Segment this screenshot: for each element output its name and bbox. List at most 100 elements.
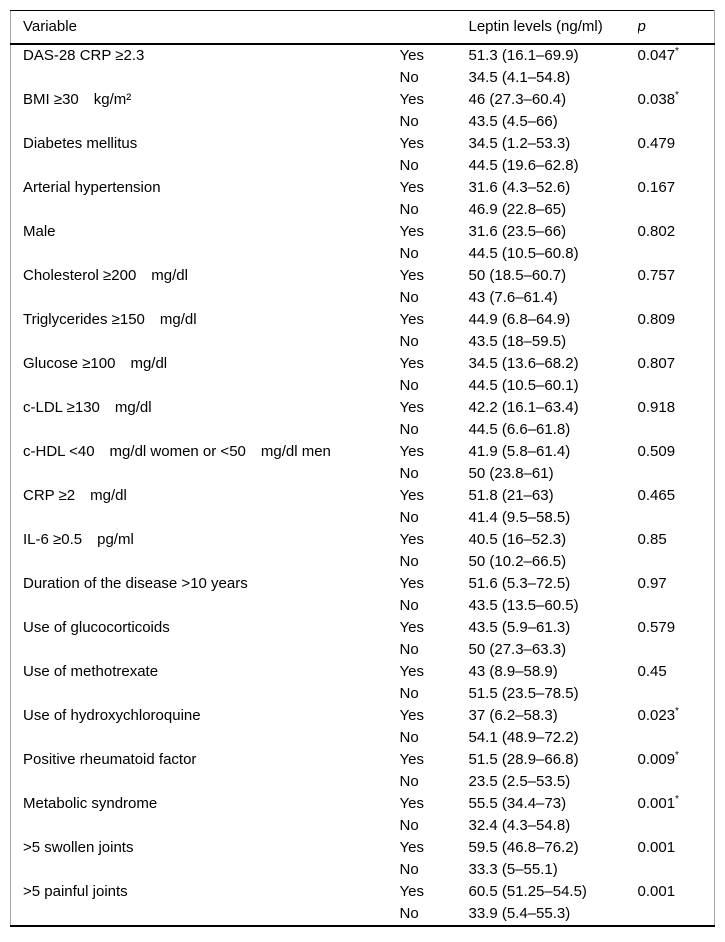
yes-label: Yes (399, 751, 424, 768)
table-row-yes: >5 swollen joints Yes 59.5 (46.8–76.2) 0… (11, 837, 715, 859)
table-row-no: No 43 (7.6–61.4) (11, 287, 715, 309)
variable-name: Use of methotrexate (23, 663, 159, 680)
significance-asterisk: * (675, 46, 679, 57)
yes-label: Yes (399, 795, 424, 812)
p-value-cell: 0.809 (638, 309, 715, 331)
p-empty-cell (638, 551, 715, 573)
p-value: 0.509 (637, 443, 676, 460)
significance-asterisk: * (675, 750, 679, 761)
p-value-cell: 0.001* (638, 793, 715, 815)
leptin-value-yes: 43 (8.9–58.9) (468, 663, 558, 680)
p-empty-cell (638, 815, 715, 837)
p-value-cell: 0.802 (638, 221, 715, 243)
no-label: No (399, 641, 419, 658)
p-value-cell: 0.023* (638, 705, 715, 727)
table-row-no: No 50 (23.8–61) (11, 463, 715, 485)
p-value-cell: 0.579 (638, 617, 715, 639)
table-row-yes: >5 painful joints Yes 60.5 (51.25–54.5) … (11, 881, 715, 903)
leptin-value-yes: 46 (27.3–60.4) (468, 91, 567, 108)
p-empty-cell (638, 419, 715, 441)
table-row-no: No 34.5 (4.1–54.8) (11, 67, 715, 89)
p-value-cell: 0.465 (638, 485, 715, 507)
variable-empty-cell (11, 727, 400, 749)
variable-empty-cell (11, 419, 400, 441)
table-row-yes: Male Yes 31.6 (23.5–66) 0.802 (11, 221, 715, 243)
variable-name: Use of glucocorticoids (23, 619, 170, 636)
header-row: Variable Leptin levels (ng/ml) p (10, 11, 715, 44)
p-value: 0.038 (637, 91, 676, 108)
leptin-value-no: 44.5 (6.6–61.8) (468, 421, 571, 438)
p-value-cell: 0.009* (638, 749, 715, 771)
variable-name: Positive rheumatoid factor (23, 751, 197, 768)
yes-label: Yes (399, 707, 424, 724)
table-row-yes: Use of methotrexate Yes 43 (8.9–58.9) 0.… (11, 661, 715, 683)
variable-empty-cell (11, 287, 400, 309)
leptin-value-no: 41.4 (9.5–58.5) (468, 509, 571, 526)
leptin-value-no: 43.5 (13.5–60.5) (468, 597, 579, 614)
variable-empty-cell (11, 683, 400, 705)
variable-empty-cell (11, 507, 400, 529)
leptin-value-no: 46.9 (22.8–65) (468, 201, 567, 218)
table-row-yes: Diabetes mellitus Yes 34.5 (1.2–53.3) 0.… (11, 133, 715, 155)
p-value-cell: 0.001 (638, 881, 715, 903)
leptin-value-yes: 37 (6.2–58.3) (468, 707, 558, 724)
p-value: 0.757 (637, 267, 676, 284)
leptin-levels-table: Variable Leptin levels (ng/ml) p DAS-28 … (10, 10, 715, 927)
no-label: No (399, 113, 419, 130)
table-row-yes: Use of glucocorticoids Yes 43.5 (5.9–61.… (11, 617, 715, 639)
p-value: 0.167 (637, 179, 676, 196)
yes-label: Yes (399, 311, 424, 328)
leptin-value-yes: 31.6 (4.3–52.6) (468, 179, 571, 196)
no-label: No (399, 509, 419, 526)
p-value: 0.001 (637, 839, 676, 856)
no-label: No (399, 817, 419, 834)
variable-name: Cholesterol ≥200 mg/dl (23, 267, 188, 284)
leptin-value-yes: 51.8 (21–63) (468, 487, 554, 504)
table-row-yes: c-LDL ≥130 mg/dl Yes 42.2 (16.1–63.4) 0.… (11, 397, 715, 419)
table-row-yes: DAS-28 CRP ≥2.3 Yes 51.3 (16.1–69.9) 0.0… (11, 44, 715, 67)
variable-empty-cell (11, 771, 400, 793)
header-variable: Variable (23, 18, 77, 35)
p-empty-cell (638, 287, 715, 309)
leptin-value-no: 50 (10.2–66.5) (468, 553, 567, 570)
leptin-value-no: 33.9 (5.4–55.3) (468, 905, 571, 922)
table-row-yes: IL-6 ≥0.5 pg/ml Yes 40.5 (16–52.3) 0.85 (11, 529, 715, 551)
variable-empty-cell (11, 463, 400, 485)
table-row-yes: BMI ≥30 kg/m² Yes 46 (27.3–60.4) 0.038* (11, 89, 715, 111)
table-row-yes: c-HDL <40 mg/dl women or <50 mg/dl men Y… (11, 441, 715, 463)
table-row-no: No 43.5 (13.5–60.5) (11, 595, 715, 617)
variable-empty-cell (11, 375, 400, 397)
leptin-value-yes: 51.6 (5.3–72.5) (468, 575, 571, 592)
variable-name: Arterial hypertension (23, 179, 161, 196)
table-row-yes: Use of hydroxychloroquine Yes 37 (6.2–58… (11, 705, 715, 727)
variable-name: Duration of the disease >10 years (23, 575, 248, 592)
table-row-no: No 44.5 (6.6–61.8) (11, 419, 715, 441)
table-row-no: No 41.4 (9.5–58.5) (11, 507, 715, 529)
leptin-value-yes: 44.9 (6.8–64.9) (468, 311, 571, 328)
p-empty-cell (638, 859, 715, 881)
table-row-yes: Arterial hypertension Yes 31.6 (4.3–52.6… (11, 177, 715, 199)
variable-empty-cell (11, 595, 400, 617)
leptin-value-no: 32.4 (4.3–54.8) (468, 817, 571, 834)
no-label: No (399, 597, 419, 614)
table-row-no: No 23.5 (2.5–53.5) (11, 771, 715, 793)
table-header: Variable Leptin levels (ng/ml) p (10, 11, 715, 44)
leptin-value-no: 34.5 (4.1–54.8) (468, 69, 571, 86)
leptin-value-yes: 59.5 (46.8–76.2) (468, 839, 579, 856)
leptin-value-yes: 50 (18.5–60.7) (468, 267, 567, 284)
variable-name: c-HDL <40 mg/dl women or <50 mg/dl men (23, 443, 331, 460)
variable-empty-cell (11, 859, 400, 881)
p-value-cell: 0.918 (638, 397, 715, 419)
leptin-value-no: 43 (7.6–61.4) (468, 289, 558, 306)
variable-empty-cell (11, 199, 400, 221)
leptin-value-yes: 51.5 (28.9–66.8) (468, 751, 579, 768)
significance-asterisk: * (675, 706, 679, 717)
no-label: No (399, 421, 419, 438)
p-value: 0.85 (637, 531, 667, 548)
yes-label: Yes (399, 663, 424, 680)
yes-label: Yes (399, 91, 424, 108)
p-empty-cell (638, 463, 715, 485)
p-value-cell: 0.807 (638, 353, 715, 375)
yes-label: Yes (399, 575, 424, 592)
no-label: No (399, 69, 419, 86)
